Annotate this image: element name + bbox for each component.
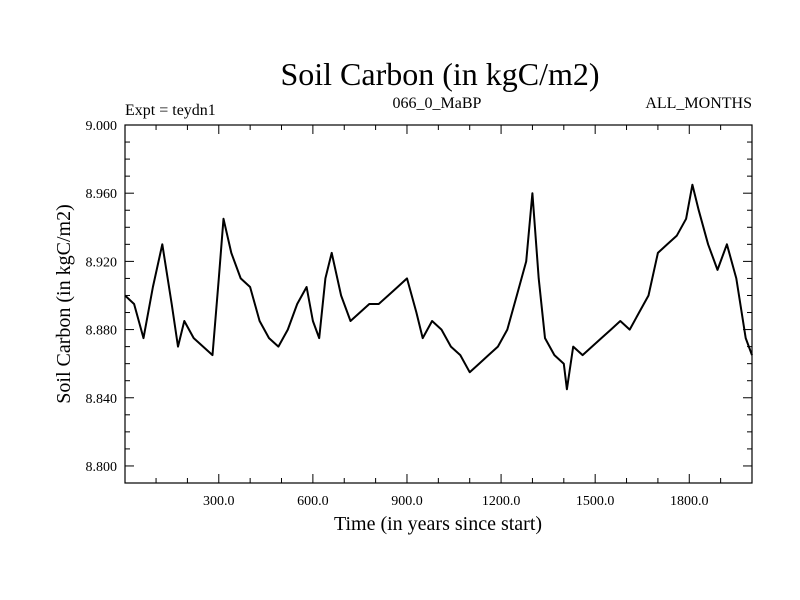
experiment-label: Expt = teydn1: [125, 102, 216, 119]
y-axis-label: Soil Carbon (in kgC/m2): [53, 204, 75, 403]
y-tick-label: 8.920: [86, 255, 118, 270]
y-tick-label: 8.960: [86, 187, 118, 202]
y-tick-label: 9.000: [86, 119, 118, 134]
x-tick-label: 1500.0: [576, 494, 615, 509]
x-tick-label: 1800.0: [670, 494, 709, 509]
plot-frame: [124, 124, 753, 484]
ticks-layer: 300.0 600.0 900.0 1200.0 1500.0 1800.0 8.800 8.…: [86, 119, 752, 509]
series-line-0: [124, 183, 753, 391]
series-layer: [124, 183, 753, 391]
x-tick-label: 300.0: [203, 494, 235, 509]
y-tick-label: 8.880: [86, 324, 118, 339]
x-tick-label: 900.0: [391, 494, 423, 509]
y-tick-label: 8.840: [86, 392, 118, 407]
x-tick-label: 600.0: [297, 494, 329, 509]
months-label: ALL_MONTHS: [645, 95, 752, 112]
x-axis-label: Time (in years since start): [334, 513, 542, 535]
period-label: 066_0_MaBP: [393, 95, 482, 112]
y-tick-label: 8.800: [86, 460, 118, 475]
x-tick-label: 1200.0: [482, 494, 521, 509]
chart-title: Soil Carbon (in kgC/m2): [280, 56, 599, 92]
